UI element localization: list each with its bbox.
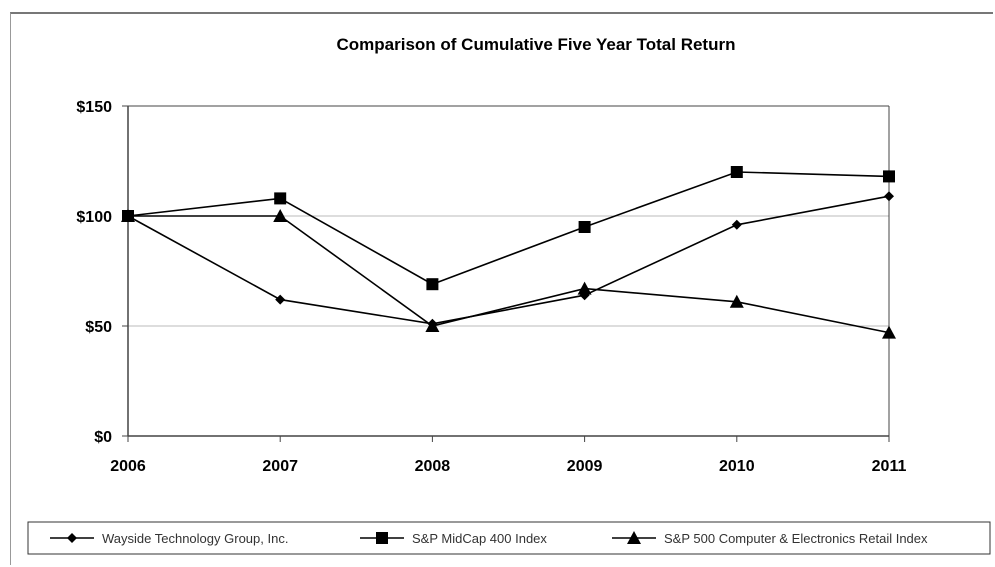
series-line [127,195,890,325]
series-line [127,171,890,286]
y-tick-label: $100 [76,209,112,226]
data-point [274,192,287,205]
data-point [729,294,744,308]
data-point [577,281,592,295]
series-triangle [121,209,896,339]
legend-marker-triangle [627,531,641,544]
x-tick-label: 2008 [415,458,451,475]
axes: $0 $50 $100 $150 2006 2007 2008 2009 2010 2011 [76,99,906,475]
x-tick-label: 2011 [872,458,907,475]
x-tick-label: 2010 [719,458,755,475]
data-point [121,209,135,222]
data-point [425,319,440,332]
data-point [882,325,896,339]
x-tick-label: 2007 [262,458,298,475]
x-tick-label: 2009 [567,458,603,475]
series-diamond [123,191,894,329]
legend: Wayside Technology Group, Inc. S&P MidCap… [27,521,991,555]
legend-label: S&P MidCap 400 Index [412,531,547,546]
legend-box [27,521,991,555]
legend-label: Wayside Technology Group, Inc. [102,531,288,546]
data-point [426,278,439,291]
data-point [275,294,286,305]
legend-label: S&P 500 Computer & Electronics Retail In… [664,531,928,546]
series-square [122,166,895,291]
data-point [273,209,288,222]
data-point [731,219,742,230]
data-point [730,166,743,178]
x-tick-label: 2006 [110,458,146,475]
series-line [128,215,890,334]
data-point [883,170,895,183]
y-tick-label: $0 [94,429,112,446]
data-point [884,191,894,202]
legend-marker-diamond [67,533,77,543]
data-point [578,221,591,233]
y-tick-label: $50 [85,319,112,336]
series-lines [121,166,896,339]
y-tick-label: $150 [76,99,112,116]
chart-title: Comparison of Cumulative Five Year Total… [337,35,736,54]
chart-frame [10,12,993,565]
legend-marker-square [376,532,388,544]
